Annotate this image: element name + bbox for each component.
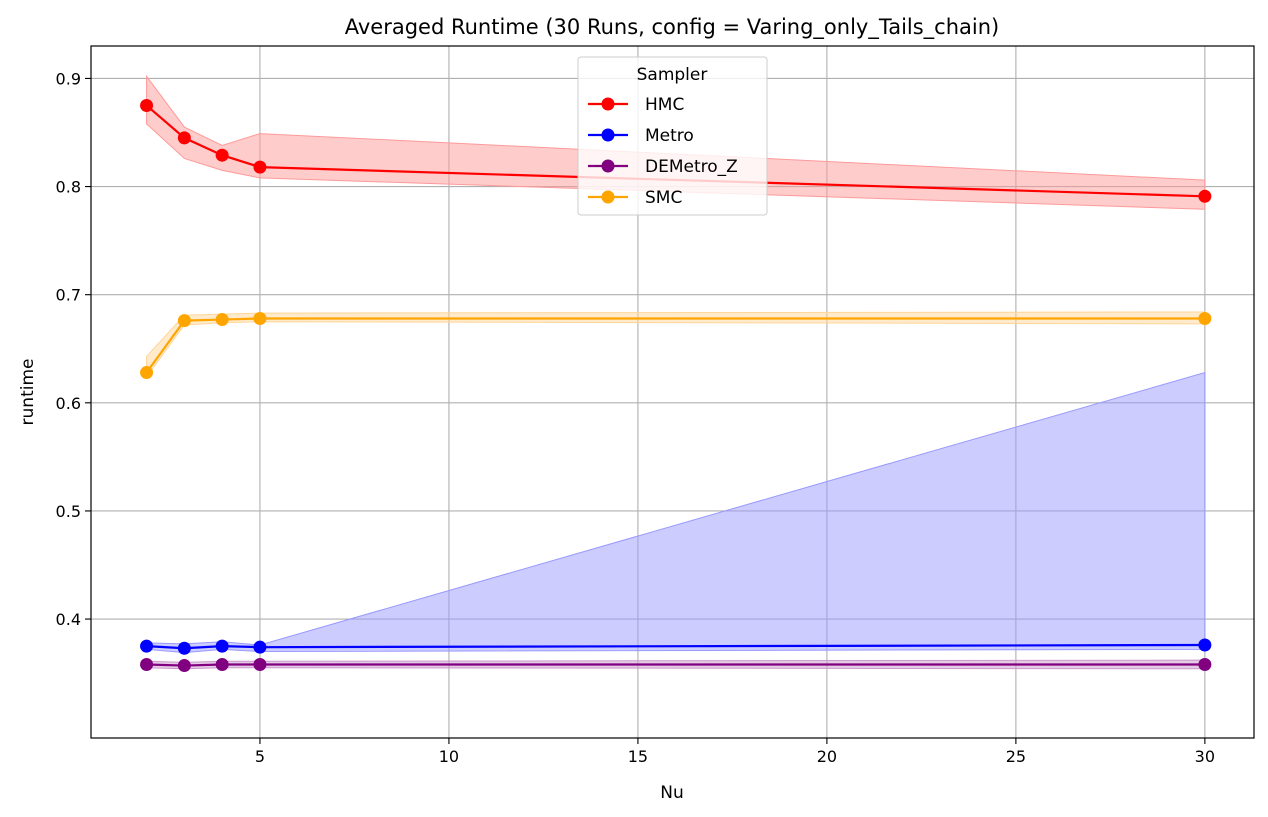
point-smc — [1198, 311, 1212, 325]
y-tick-label: 0.6 — [56, 394, 81, 413]
point-metro — [215, 639, 229, 653]
point-metro — [1198, 638, 1212, 652]
band-hmc — [146, 74, 1206, 210]
y-tick-label: 0.4 — [56, 610, 81, 629]
y-tick-label: 0.9 — [56, 69, 81, 88]
chart-title: Averaged Runtime (30 Runs, config = Vari… — [345, 15, 1000, 40]
point-hmc — [215, 148, 229, 162]
x-axis-label: Nu — [660, 783, 684, 803]
legend-label-hmc: HMC — [645, 95, 684, 115]
point-demetro-z — [177, 659, 191, 673]
legend-label-smc: SMC — [645, 188, 682, 208]
point-smc — [140, 366, 154, 380]
point-hmc — [140, 98, 154, 112]
point-metro — [177, 641, 191, 655]
point-demetro-z — [253, 657, 267, 671]
x-tick-label: 20 — [817, 747, 837, 766]
series-points — [140, 98, 1212, 673]
legend-marker-smc — [601, 190, 615, 204]
point-smc — [253, 311, 267, 325]
legend-marker-metro — [601, 128, 615, 142]
axis-ticks: 5 10 15 20 25 30 0.4 0.5 0.6 0.7 0.8 0.9 — [56, 69, 1215, 766]
legend-title: Sampler — [637, 65, 708, 85]
x-tick-label: 5 — [255, 747, 265, 766]
legend: Sampler HMC Metro DEMetro_Z SMC — [577, 56, 768, 216]
point-hmc — [1198, 189, 1212, 203]
legend-marker-hmc — [601, 97, 615, 111]
point-metro — [253, 640, 267, 654]
y-axis-label: runtime — [18, 359, 38, 426]
point-smc — [215, 313, 229, 327]
legend-marker-demetro-z — [601, 159, 615, 173]
y-tick-label: 0.8 — [56, 178, 81, 197]
legend-label-demetro-z: DEMetro_Z — [645, 157, 738, 177]
legend-box — [577, 56, 768, 216]
y-tick-label: 0.7 — [56, 286, 81, 305]
point-demetro-z — [215, 657, 229, 671]
legend-label-metro: Metro — [645, 126, 694, 146]
point-smc — [177, 314, 191, 328]
x-tick-label: 15 — [628, 747, 648, 766]
x-tick-label: 10 — [439, 747, 459, 766]
point-hmc — [177, 131, 191, 145]
point-demetro-z — [140, 657, 154, 671]
plot-frame — [90, 45, 1255, 739]
point-hmc — [253, 160, 267, 174]
y-tick-label: 0.5 — [56, 502, 81, 521]
point-demetro-z — [1198, 657, 1212, 671]
x-tick-label: 25 — [1006, 747, 1026, 766]
point-metro — [140, 639, 154, 653]
x-tick-label: 30 — [1195, 747, 1215, 766]
line-demetro-z — [146, 663, 1205, 667]
